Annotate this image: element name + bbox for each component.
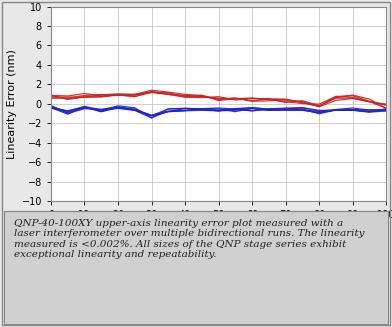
Text: QNP-40-100XY upper-axis linearity error plot measured with a
laser interferomete: QNP-40-100XY upper-axis linearity error …: [14, 219, 364, 259]
Y-axis label: Linearity Error (nm): Linearity Error (nm): [7, 49, 17, 159]
X-axis label: Stage Position (μm): Stage Position (μm): [164, 224, 273, 234]
